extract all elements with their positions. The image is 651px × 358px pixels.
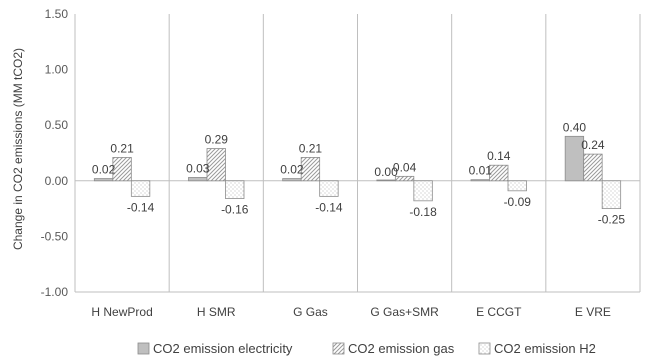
data-label: -0.14 [127, 200, 155, 214]
category-label: G Gas [293, 305, 328, 319]
data-label: -0.09 [504, 195, 532, 209]
category-label: G Gas+SMR [370, 305, 439, 319]
bar-co2-emission-electricity [470, 179, 490, 182]
bar-co2-emission-gas [300, 157, 321, 182]
data-label: 0.21 [299, 141, 323, 155]
data-label: 0.40 [563, 120, 587, 134]
bar-co2-emission-gas [583, 153, 603, 182]
bars [93, 135, 622, 210]
category-label: H NewProd [91, 305, 152, 319]
bar-co2-emission-h2 [319, 180, 339, 197]
y-axis-title: Change in CO2 emissions (MM tCO2) [11, 48, 25, 250]
legend-swatch [478, 342, 491, 355]
y-tick-label: -1.00 [41, 285, 69, 299]
bar-co2-emission-h2 [601, 180, 622, 210]
y-tick-label: 1.00 [45, 63, 69, 77]
y-tick-label: -0.50 [41, 229, 69, 243]
data-label: -0.16 [221, 203, 249, 217]
category-label: E VRE [575, 305, 611, 319]
bar-co2-emission-gas [206, 148, 226, 182]
bar-co2-emission-h2 [130, 180, 151, 197]
data-label: -0.14 [315, 200, 343, 214]
y-axis-ticks: -1.00 -0.50 0.00 0.50 1.00 1.50 [41, 7, 69, 299]
data-label: 0.04 [393, 160, 417, 174]
legend-label: CO2 emission electricity [153, 341, 293, 356]
bar-co2-emission-h2 [413, 180, 433, 202]
legend-label: CO2 emission gas [348, 341, 455, 356]
legend-label: CO2 emission H2 [494, 341, 596, 356]
data-label: 0.29 [205, 133, 229, 147]
legend-swatch [332, 342, 345, 355]
data-label: 0.14 [487, 149, 511, 163]
category-label: E CCGT [476, 305, 522, 319]
bar-co2-emission-gas [489, 164, 509, 182]
y-tick-label: 0.50 [45, 118, 69, 132]
category-label: H SMR [197, 305, 236, 319]
bar-co2-emission-electricity [376, 179, 396, 182]
data-label: 0.24 [581, 138, 605, 152]
bar-co2-emission-h2 [225, 180, 245, 199]
axes [74, 14, 641, 293]
y-tick-label: 1.50 [45, 7, 69, 21]
data-label: 0.02 [92, 163, 116, 177]
data-label: 0.03 [186, 161, 210, 175]
data-label: -0.18 [409, 205, 437, 219]
bar-co2-emission-h2 [507, 180, 527, 192]
category-labels: H NewProd H SMR G Gas G Gas+SMR E CCGT E VRE [91, 305, 611, 319]
data-label: 0.21 [110, 141, 134, 155]
data-label: 0.02 [280, 163, 304, 177]
bar-co2-emission-electricity [282, 178, 302, 182]
bar-co2-emission-electricity [93, 178, 114, 182]
data-label: -0.25 [598, 213, 626, 227]
data-label: 0.01 [469, 164, 493, 178]
bar-co2-emission-gas [394, 175, 415, 182]
legend-swatch [137, 342, 150, 355]
legend: CO2 emission electricity CO2 emission gas… [137, 341, 596, 356]
data-label: 0.00 [374, 165, 398, 179]
bar-co2-emission-gas [112, 157, 132, 182]
bar-co2-emission-electricity [188, 177, 208, 182]
y-tick-label: 0.00 [45, 174, 69, 188]
data-labels: 0.02 0.21 -0.14 0.03 0.29 -0.16 0.02 0.21 -0.14 0… [92, 120, 626, 226]
